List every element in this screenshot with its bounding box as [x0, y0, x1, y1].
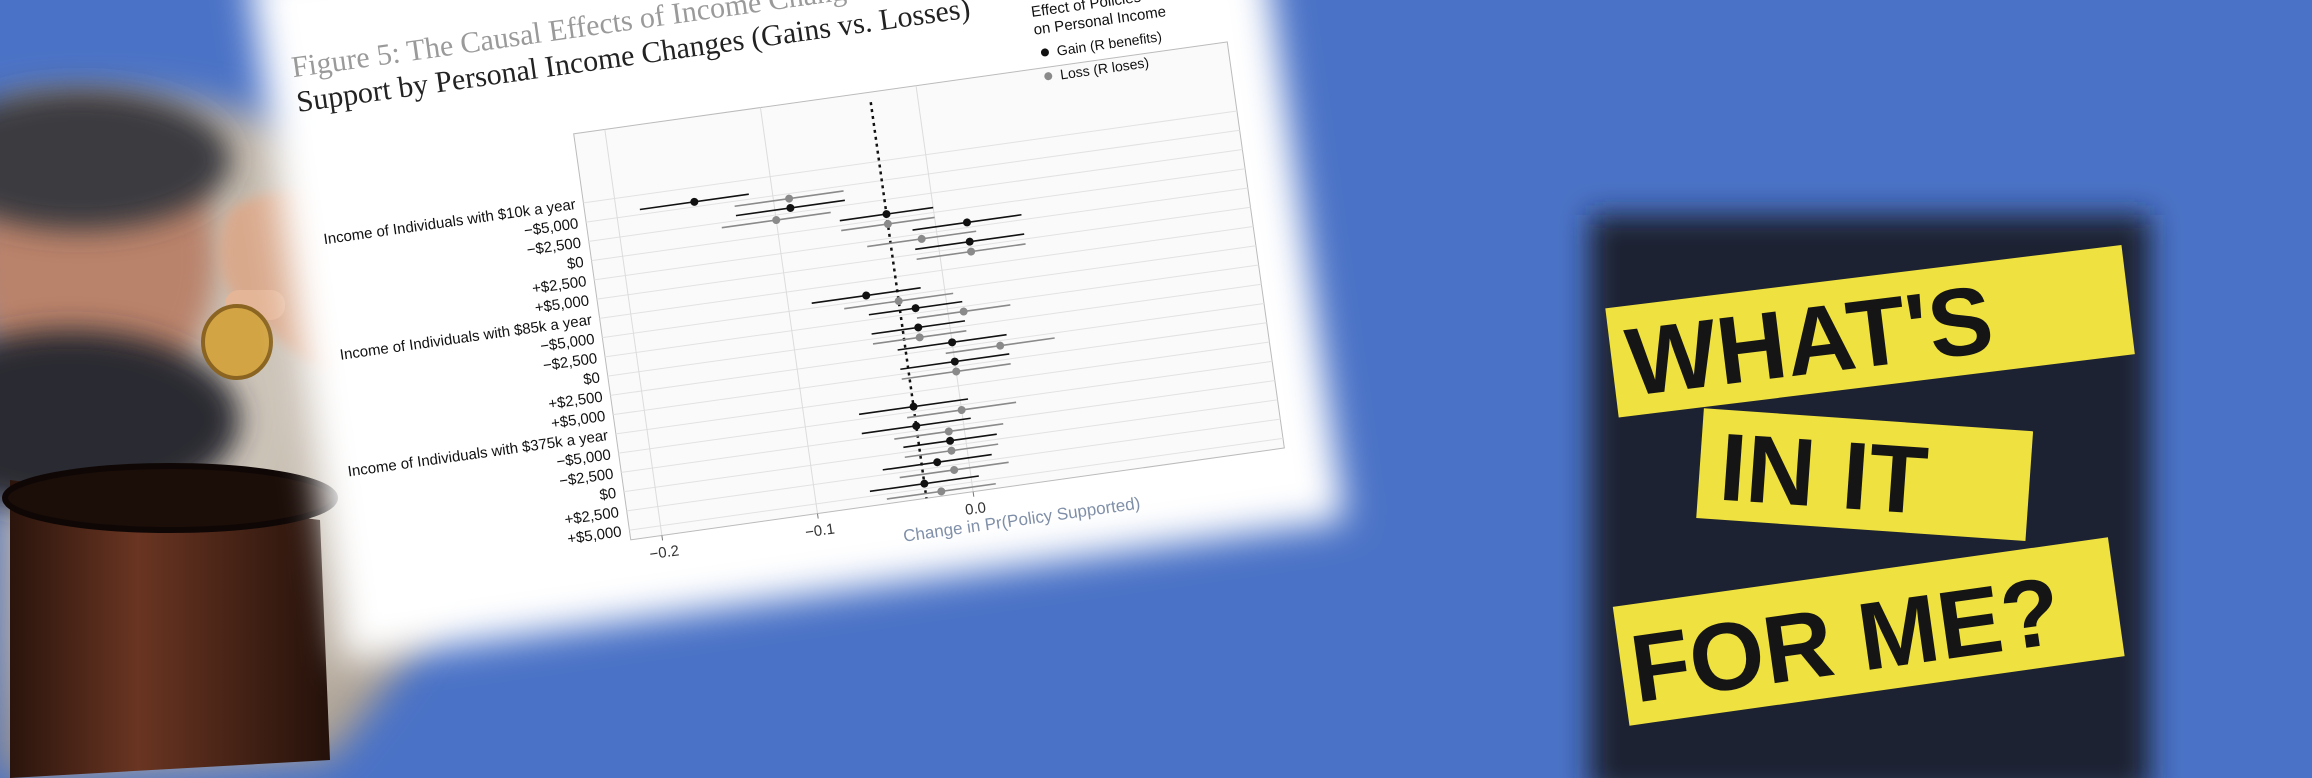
point — [914, 323, 923, 332]
tick-mark — [972, 491, 975, 497]
point — [948, 338, 957, 347]
x-tick-label: −0.2 — [648, 542, 680, 563]
grid-line — [915, 85, 974, 492]
x-tick-label: −0.1 — [804, 520, 836, 541]
point — [967, 247, 976, 256]
point — [947, 446, 956, 455]
row-line — [596, 206, 1251, 300]
row-line — [621, 380, 1275, 473]
point — [965, 237, 974, 246]
point — [909, 402, 918, 411]
row-line — [629, 437, 1284, 531]
point — [785, 194, 794, 203]
point — [882, 210, 891, 219]
point — [690, 197, 699, 206]
row-line — [618, 360, 1273, 454]
y-tick-label: $0 — [566, 254, 585, 273]
point — [950, 357, 959, 366]
point — [996, 341, 1005, 350]
legend-swatch — [1044, 72, 1053, 81]
y-tick-label: $0 — [582, 369, 601, 388]
tick-mark — [661, 535, 664, 541]
point — [915, 333, 924, 342]
point — [786, 203, 795, 212]
point — [946, 436, 955, 445]
row-line — [604, 264, 1259, 358]
row-line — [588, 149, 1243, 242]
point — [772, 216, 781, 225]
poster-line: IN IT — [1716, 414, 1931, 535]
row-line — [610, 303, 1265, 396]
x-tick-label: 0.0 — [964, 499, 987, 519]
point — [957, 405, 966, 414]
point — [933, 458, 942, 467]
chart-panel: Figure 5: The Causal Effects of Income C… — [247, 0, 1345, 661]
row-line — [591, 168, 1246, 262]
point — [959, 307, 968, 316]
tick-mark — [816, 513, 819, 519]
point — [883, 220, 892, 229]
point — [937, 487, 946, 496]
row-line — [613, 322, 1267, 416]
row-line — [626, 418, 1281, 512]
point — [862, 291, 871, 300]
grid-line — [604, 129, 663, 536]
point — [920, 479, 929, 488]
row-line — [623, 399, 1278, 493]
row-line — [602, 245, 1256, 339]
row-line — [599, 226, 1254, 319]
row-line — [586, 129, 1240, 223]
row-line — [583, 110, 1238, 204]
row-line — [607, 283, 1262, 377]
point — [911, 304, 920, 313]
point — [944, 427, 953, 436]
row-line — [594, 187, 1248, 281]
point — [952, 367, 961, 376]
y-tick-label: $0 — [598, 485, 617, 504]
poster: WHAT'S IN IT FOR ME? — [1590, 215, 2150, 778]
point — [950, 465, 959, 474]
point — [962, 218, 971, 227]
legend-swatch — [1040, 48, 1049, 57]
point — [894, 297, 903, 306]
row-line — [615, 341, 1270, 435]
grid-line — [759, 107, 818, 514]
point — [912, 421, 921, 430]
point — [917, 234, 926, 243]
